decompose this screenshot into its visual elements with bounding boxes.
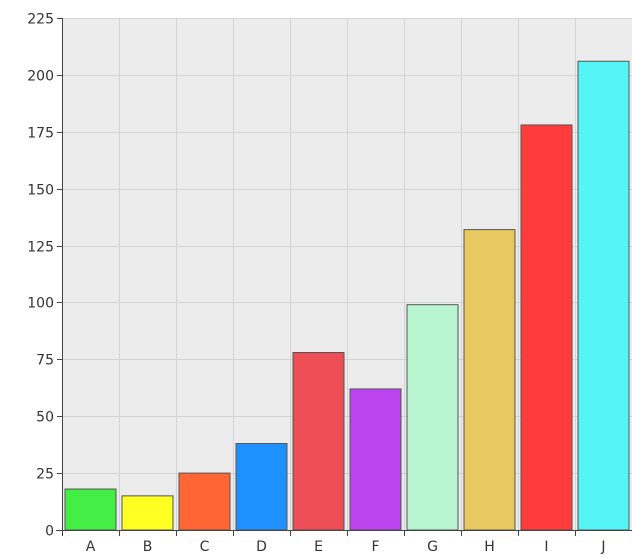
bar-h bbox=[463, 229, 516, 531]
y-tick-label: 0 bbox=[45, 524, 54, 540]
y-tick-label: 100 bbox=[27, 296, 54, 312]
bar-d bbox=[235, 443, 288, 531]
y-tick-label: 150 bbox=[27, 183, 54, 199]
y-tick-label: 125 bbox=[27, 240, 54, 256]
y-tick-label: 75 bbox=[36, 353, 54, 369]
x-tick-label: C bbox=[200, 539, 210, 555]
x-tick-label: A bbox=[86, 539, 96, 555]
x-tick-label: B bbox=[143, 539, 153, 555]
x-tick-label: I bbox=[544, 539, 548, 555]
bar-b bbox=[121, 495, 174, 531]
x-tick-label: E bbox=[314, 539, 323, 555]
bar-c bbox=[178, 472, 231, 531]
bar-j bbox=[577, 60, 630, 531]
y-tick-label: 25 bbox=[36, 467, 54, 483]
x-tick-label: J bbox=[600, 539, 605, 555]
y-tick-label: 50 bbox=[36, 410, 54, 426]
x-tick-label: D bbox=[256, 539, 267, 555]
bar-g bbox=[406, 304, 459, 531]
bar-i bbox=[520, 124, 573, 531]
y-tick-label: 175 bbox=[27, 126, 54, 142]
bar-f bbox=[349, 388, 402, 531]
y-tick-label: 200 bbox=[27, 69, 54, 85]
x-tick-label: G bbox=[427, 539, 438, 555]
x-tick-label: H bbox=[484, 539, 495, 555]
x-tick-label: F bbox=[371, 539, 379, 555]
bar-e bbox=[292, 352, 345, 531]
bar-a bbox=[64, 488, 117, 531]
y-tick-label: 225 bbox=[27, 12, 54, 28]
